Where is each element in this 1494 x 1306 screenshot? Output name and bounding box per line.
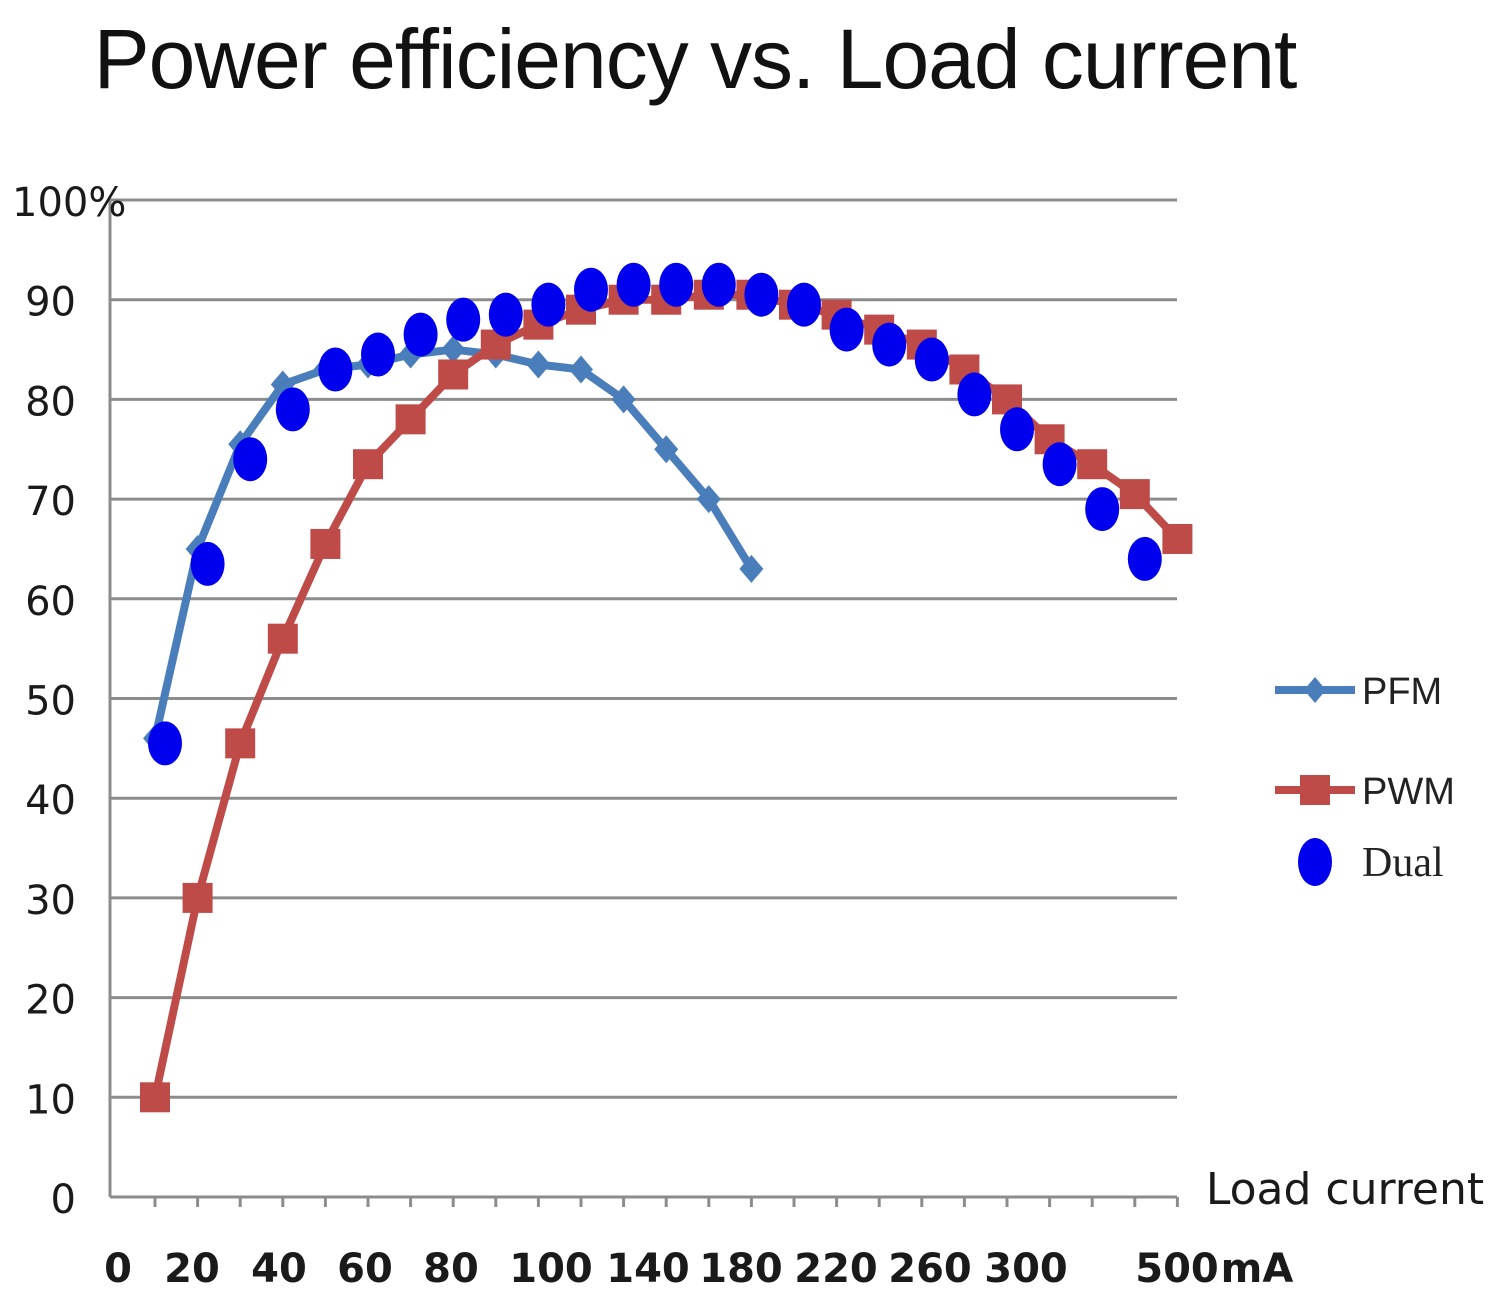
- x-tick-label: 100: [509, 1246, 593, 1292]
- data-point: [353, 449, 383, 480]
- data-point: [696, 485, 721, 514]
- x-tick-label: 40: [251, 1246, 307, 1292]
- data-point: [267, 623, 298, 654]
- data-point: [1077, 449, 1108, 480]
- x-axis-label: Load current: [1206, 1164, 1484, 1215]
- y-tick-label: 30: [25, 878, 76, 924]
- data-point: [275, 387, 310, 432]
- data-point: [403, 312, 438, 357]
- y-tick-label: 100%: [12, 180, 126, 226]
- y-tick-label: 60: [25, 579, 76, 625]
- x-tick-label: 20: [164, 1246, 220, 1292]
- data-point: [787, 282, 821, 327]
- legend-marker-pfm: [1304, 677, 1326, 703]
- data-point: [446, 297, 481, 342]
- data-point: [659, 262, 694, 307]
- data-point: [616, 262, 651, 307]
- data-point: [438, 359, 469, 390]
- data-point: [441, 335, 466, 364]
- data-point: [574, 267, 608, 312]
- x-tick-label: 80: [423, 1246, 479, 1292]
- series: [140, 262, 1193, 1113]
- data-point: [744, 272, 779, 317]
- data-point: [531, 282, 566, 327]
- x-tick-label: 220: [794, 1246, 878, 1292]
- y-tick-label: 40: [25, 778, 76, 824]
- data-point: [1127, 536, 1162, 581]
- legend-marker-dual: [1298, 838, 1332, 886]
- data-point: [395, 404, 426, 435]
- legend-label-dual: Dual: [1362, 840, 1444, 886]
- data-point: [310, 528, 341, 559]
- data-point: [190, 541, 225, 586]
- x-tick-label: 0: [104, 1246, 132, 1292]
- chart-title: Power efficiency vs. Load current: [93, 12, 1298, 106]
- x-tick-label: 60: [337, 1246, 393, 1292]
- data-point: [701, 262, 736, 307]
- data-point: [233, 437, 268, 482]
- data-point: [182, 882, 213, 913]
- data-point: [914, 337, 949, 382]
- data-point: [361, 332, 395, 377]
- x-tick-label: 260: [888, 1246, 972, 1292]
- data-point: [1119, 479, 1150, 510]
- legend-label-pwm: PWM: [1362, 771, 1455, 813]
- pfm-line: [151, 345, 755, 740]
- data-point: [526, 350, 551, 379]
- y-tick-label: 0: [51, 1177, 76, 1223]
- data-point: [140, 1082, 170, 1113]
- data-point: [1000, 407, 1034, 452]
- y-tick-label: 80: [25, 379, 76, 425]
- data-point: [148, 721, 182, 766]
- data-point: [654, 435, 679, 464]
- data-point: [872, 322, 907, 367]
- x-tick-label: 140: [606, 1246, 690, 1292]
- y-tick-label: 90: [25, 280, 76, 326]
- legend-marker-pwm: [1300, 775, 1330, 805]
- data-point: [225, 728, 256, 759]
- legend-label-pfm: PFM: [1362, 671, 1442, 713]
- x-unit-label: mA: [1221, 1246, 1294, 1292]
- data-point: [1042, 442, 1077, 487]
- data-point: [569, 355, 593, 384]
- data-point: [1162, 523, 1193, 554]
- data-point: [957, 372, 992, 417]
- y-tick-label: 10: [25, 1077, 76, 1123]
- y-tick-label: 20: [25, 978, 76, 1024]
- x-tick-label: 500: [1135, 1246, 1219, 1292]
- axes: [108, 200, 1179, 1207]
- series-dual: [148, 262, 1162, 766]
- x-tick-labels: 0 20 40 60 80 100 140 180 220 260 300 500 mA: [104, 1246, 1293, 1292]
- data-point: [1085, 487, 1120, 532]
- data-point: [488, 292, 523, 337]
- y-tick-label: 70: [25, 479, 76, 525]
- data-point: [318, 347, 353, 392]
- y-tick-label: 50: [25, 679, 76, 725]
- x-tick-label: 300: [984, 1246, 1068, 1292]
- data-point: [739, 554, 764, 583]
- legend: PFM PWM Dual: [1275, 671, 1455, 886]
- data-point: [611, 385, 636, 414]
- x-tick-label: 180: [699, 1246, 783, 1292]
- data-point: [829, 307, 864, 352]
- y-tick-labels: 0 10 20 30 40 50 60 70 80 90 100%: [12, 180, 126, 1223]
